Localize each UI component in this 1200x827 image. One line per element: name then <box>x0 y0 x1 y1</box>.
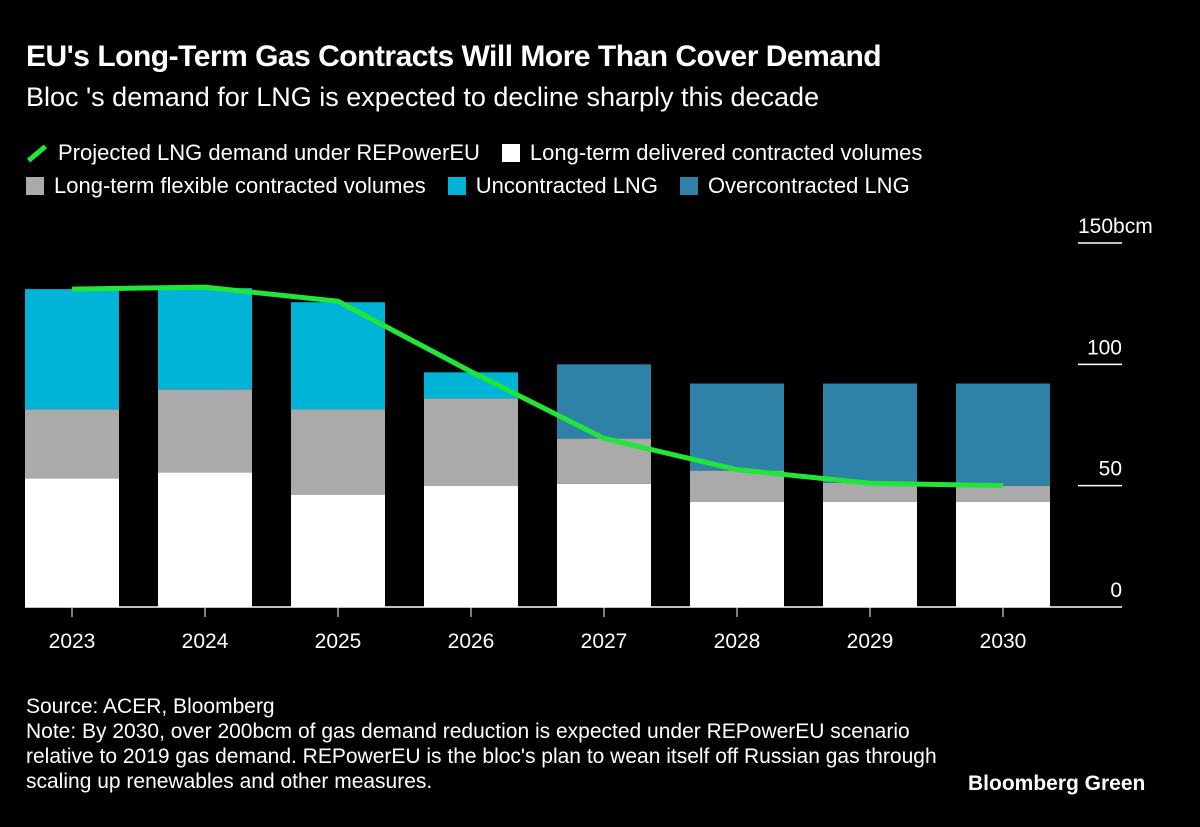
bar-segment <box>823 383 917 483</box>
x-tick-label: 2025 <box>315 630 362 653</box>
x-tick-label: 2024 <box>182 630 229 653</box>
bar-segment <box>424 398 518 486</box>
chart-title: EU's Long-Term Gas Contracts Will More T… <box>26 40 882 73</box>
legend-label: Overcontracted LNG <box>707 173 910 198</box>
legend-item-demand: Projected LNG demand under REPowerEU <box>26 140 480 166</box>
legend-row-2: Long-term flexible contracted volumes Un… <box>26 173 910 199</box>
demand-line <box>71 284 1004 489</box>
x-tick-label: 2028 <box>714 630 761 653</box>
bar-segment <box>424 485 518 607</box>
bar-segment <box>291 409 385 495</box>
bar-segment <box>557 364 651 439</box>
y-tick-label: 0 <box>1110 579 1122 602</box>
legend-swatch <box>447 177 466 195</box>
bar-segment <box>956 383 1050 486</box>
bar-segment <box>158 472 252 607</box>
bar-segment <box>158 288 252 390</box>
legend-label: Uncontracted LNG <box>475 173 658 198</box>
legend-item-uncontracted: Uncontracted LNG <box>447 173 658 199</box>
x-tick-label: 2023 <box>49 630 96 653</box>
legend-swatch <box>679 177 698 195</box>
x-tick-label: 2029 <box>847 630 894 653</box>
bar-segment <box>956 485 1050 502</box>
footnote: Source: ACER, Bloomberg Note: By 2030, o… <box>26 694 956 794</box>
bar-segment <box>25 409 119 479</box>
source-text: Source: ACER, Bloomberg <box>26 695 275 718</box>
legend-label: Long-term delivered contracted volumes <box>529 140 923 165</box>
bar-segment <box>690 470 784 502</box>
y-tick-label: 150bcm <box>1078 215 1153 238</box>
brand-logo: Bloomberg Green <box>968 772 1146 795</box>
x-tick-label: 2030 <box>980 630 1027 653</box>
bar-segment <box>956 501 1050 607</box>
bar-segment <box>823 501 917 607</box>
bar-segment <box>690 383 784 471</box>
bar-segment <box>25 478 119 607</box>
bar-segment <box>291 494 385 607</box>
note-text: Note: By 2030, over 200bcm of gas demand… <box>26 720 937 793</box>
legend-label: Projected LNG demand under REPowerEU <box>58 140 480 165</box>
bar-segment <box>557 483 651 607</box>
x-tick-label: 2026 <box>448 630 495 653</box>
bar-segment <box>690 501 784 607</box>
x-tick-label: 2027 <box>581 630 628 653</box>
bar-segment <box>823 482 917 502</box>
legend-item-delivered: Long-term delivered contracted volumes <box>501 140 923 166</box>
legend-item-overcontracted: Overcontracted LNG <box>679 173 910 199</box>
bar-segment <box>424 372 518 399</box>
legend-item-flexible: Long-term flexible contracted volumes <box>26 173 426 199</box>
bar-segment <box>25 289 119 410</box>
legend-swatch <box>26 177 44 195</box>
y-tick-label: 50 <box>1099 458 1122 481</box>
legend-swatch <box>501 144 520 162</box>
chart-subtitle: Bloc 's demand for LNG is expected to de… <box>26 82 820 112</box>
legend-label: Long-term flexible contracted volumes <box>54 173 426 198</box>
legend-row-1: Projected LNG demand under REPowerEU Lon… <box>26 140 922 166</box>
y-tick-label: 100 <box>1087 336 1122 359</box>
bar-segment <box>158 389 252 473</box>
